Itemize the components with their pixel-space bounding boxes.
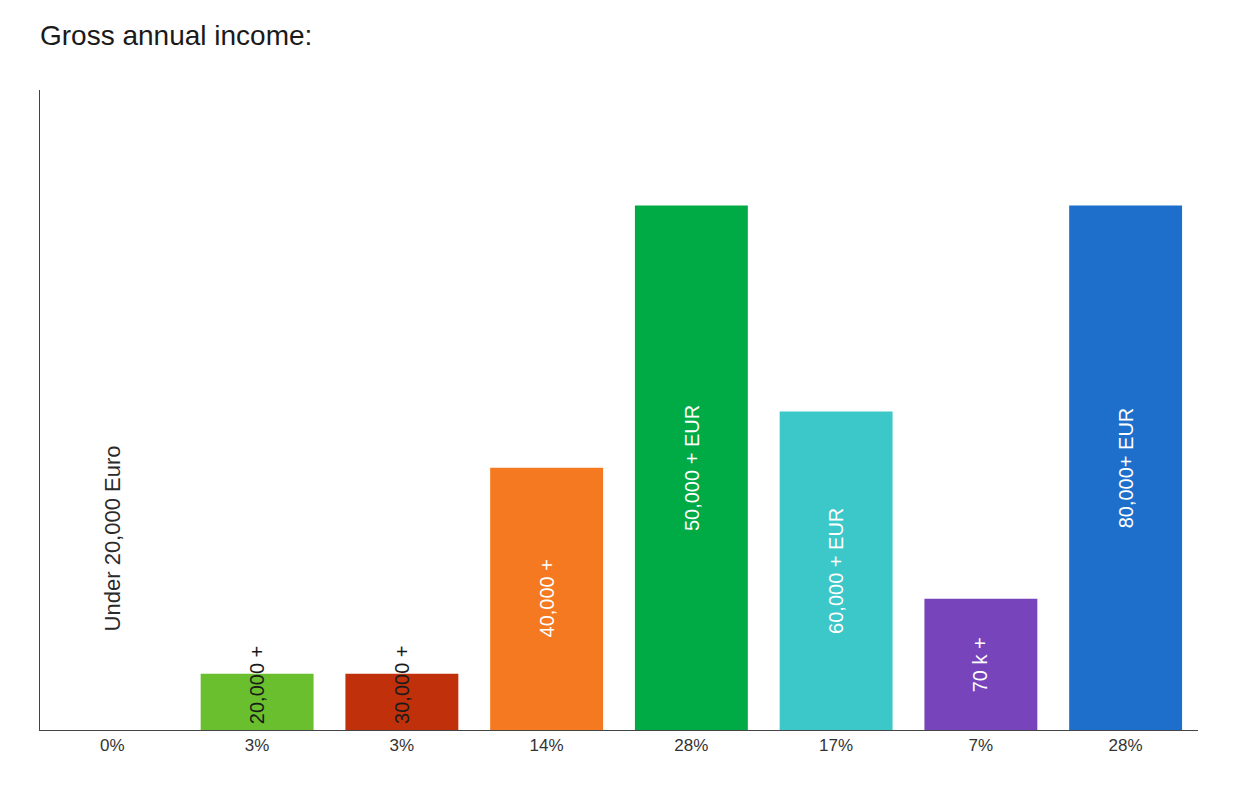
svg-text:28%: 28% bbox=[1109, 736, 1143, 755]
svg-text:20,000 +: 20,000 + bbox=[246, 646, 268, 724]
svg-text:0%: 0% bbox=[100, 736, 125, 755]
svg-text:3%: 3% bbox=[245, 736, 270, 755]
svg-text:50,000 + EUR: 50,000 + EUR bbox=[681, 405, 703, 531]
svg-text:40,000 +: 40,000 + bbox=[536, 559, 558, 637]
svg-text:80,000+ EUR: 80,000+ EUR bbox=[1115, 408, 1137, 529]
svg-text:17%: 17% bbox=[819, 736, 853, 755]
svg-text:60,000 + EUR: 60,000 + EUR bbox=[825, 508, 847, 634]
svg-text:3%: 3% bbox=[390, 736, 415, 755]
svg-text:28%: 28% bbox=[674, 736, 708, 755]
svg-text:14%: 14% bbox=[530, 736, 564, 755]
svg-text:Under 20,000 Euro: Under 20,000 Euro bbox=[100, 445, 125, 631]
svg-text:70 k +: 70 k + bbox=[969, 637, 991, 692]
svg-text:30,000 +: 30,000 + bbox=[391, 645, 413, 723]
svg-text:Gross annual income:: Gross annual income: bbox=[40, 20, 312, 51]
svg-text:7%: 7% bbox=[969, 736, 994, 755]
